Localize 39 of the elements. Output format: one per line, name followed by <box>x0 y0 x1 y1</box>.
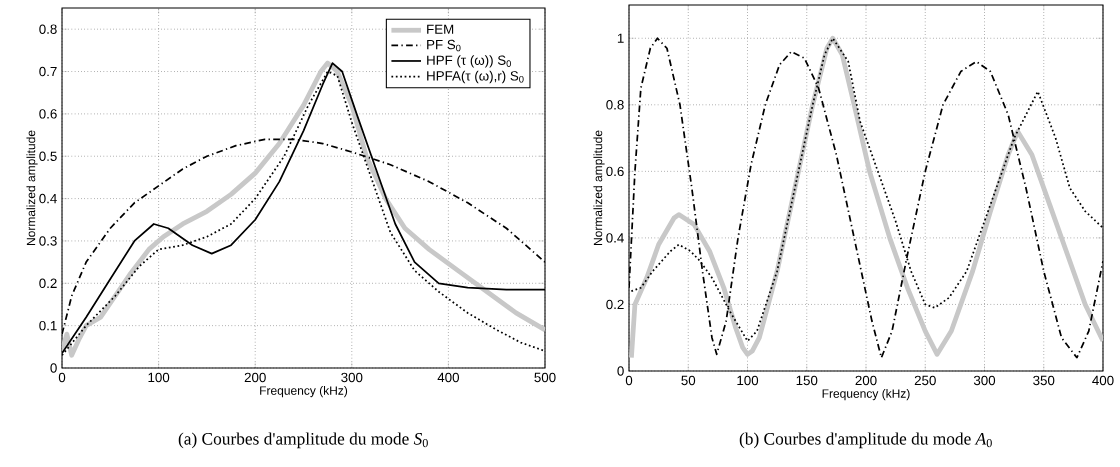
y-tick-label: 0.8 <box>39 24 57 34</box>
y-tick-label: 0.6 <box>606 166 624 177</box>
x-tick-label: 50 <box>681 375 696 386</box>
x-axis-title: Frequency (kHz) <box>260 385 348 398</box>
x-tick-label: 150 <box>796 375 818 386</box>
y-axis-title: Normalized amplitude <box>593 130 605 246</box>
y-tick-label: 0.6 <box>39 109 57 119</box>
y-axis-title: Normalized amplitude <box>26 130 38 246</box>
text: (a) Courbes d'amplitude du mode S$_{0}$ <box>178 432 428 449</box>
x-tick-label: 400 <box>437 372 460 383</box>
legend-label: FEM <box>427 24 454 34</box>
x-tick-label: 100 <box>737 375 759 386</box>
x-tick-label: 250 <box>914 375 936 386</box>
legend-label: PF S$_{0}$ <box>427 39 461 52</box>
y-tick-label: 1 <box>617 33 624 43</box>
x-tick-label: 350 <box>1033 375 1055 386</box>
y-tick-label: 0.2 <box>39 278 57 288</box>
y-tick-label: 0 <box>50 363 57 373</box>
y-tick-label: 0.4 <box>39 193 57 204</box>
y-tick-label: 0.2 <box>606 299 624 310</box>
x-tick-label: 400 <box>1092 375 1114 386</box>
y-tick-label: 0.8 <box>606 100 624 110</box>
legend-label: HPFA(τ (ω),r) S$_{0}$ <box>427 70 524 84</box>
text: (b) Courbes d'amplitude du mode A$_{0}$ <box>739 432 992 449</box>
x-tick-label: 300 <box>973 375 996 386</box>
x-tick-label: 200 <box>855 375 877 386</box>
y-tick-label: 0.4 <box>606 233 624 243</box>
x-tick-label: 500 <box>534 372 556 383</box>
y-tick-label: 0.3 <box>39 236 57 246</box>
x-tick-label: 100 <box>148 372 170 383</box>
x-tick-label: 0 <box>58 372 66 383</box>
legend-label: HPF (τ (ω)) S$_{0}$ <box>427 55 512 68</box>
y-tick-label: 0.5 <box>39 151 57 161</box>
x-tick-label: 0 <box>625 375 633 386</box>
y-tick-label: 0.1 <box>39 320 57 331</box>
y-tick-label: 0.7 <box>39 66 57 77</box>
x-axis-title: Frequency (kHz) <box>822 388 910 401</box>
x-tick-label: 200 <box>244 372 266 383</box>
x-tick-label: 300 <box>341 372 363 383</box>
